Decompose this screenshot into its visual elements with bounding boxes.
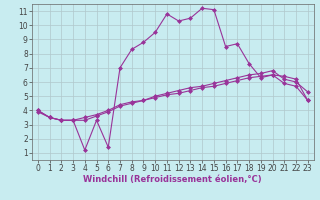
X-axis label: Windchill (Refroidissement éolien,°C): Windchill (Refroidissement éolien,°C) [84,175,262,184]
